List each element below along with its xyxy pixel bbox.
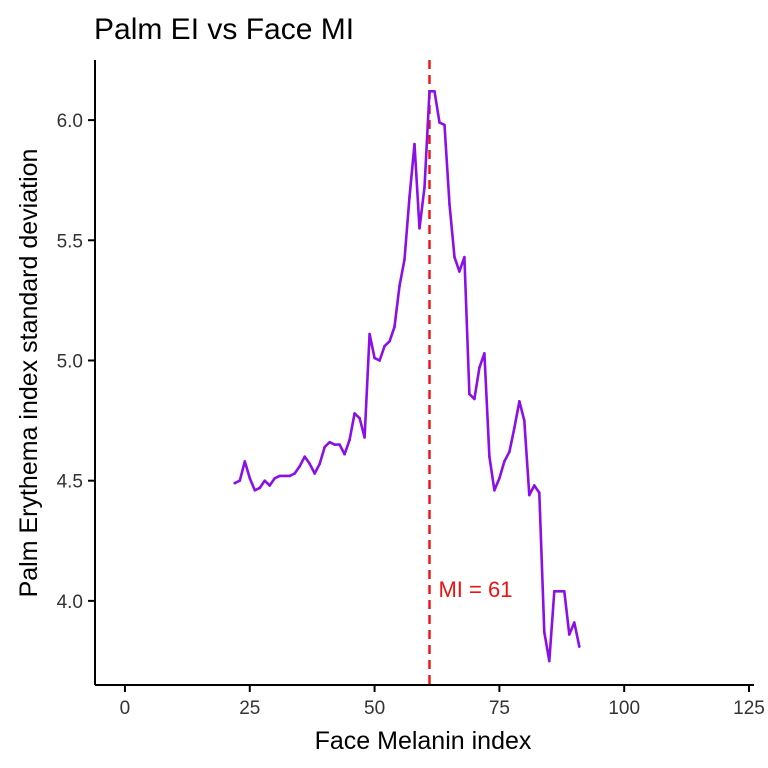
- data-point: [253, 488, 257, 492]
- data-point: [523, 419, 526, 422]
- data-point: [373, 356, 376, 360]
- data-point: [328, 440, 331, 444]
- series-group: [233, 89, 581, 663]
- data-point: [308, 462, 311, 466]
- data-point: [333, 443, 336, 446]
- y-tick-label: 6.0: [57, 111, 83, 132]
- data-point: [408, 195, 411, 199]
- data-point: [338, 443, 341, 446]
- data-point: [543, 630, 546, 634]
- data-point: [503, 460, 506, 463]
- data-point: [353, 412, 356, 415]
- x-tick-label: 125: [733, 698, 765, 719]
- data-point: [388, 339, 391, 343]
- data-point: [418, 226, 421, 230]
- data-point: [393, 325, 396, 329]
- data-point: [463, 255, 466, 259]
- data-point: [518, 400, 521, 403]
- data-point: [423, 186, 426, 189]
- data-point: [403, 258, 406, 261]
- data-point: [378, 359, 381, 362]
- data-point: [577, 645, 581, 648]
- chart-title: Palm EI vs Face MI: [94, 13, 354, 46]
- data-point: [458, 270, 461, 273]
- data-point: [293, 472, 296, 475]
- x-tick-label: 75: [489, 698, 510, 719]
- data-point: [443, 123, 446, 127]
- series-line: [233, 90, 581, 663]
- data-point: [238, 479, 242, 482]
- x-tick-label: 25: [239, 698, 260, 719]
- data-point: [288, 474, 292, 478]
- data-point: [273, 476, 277, 480]
- data-point: [493, 488, 496, 492]
- data-point: [248, 476, 252, 480]
- data-point: [528, 493, 531, 497]
- data-point: [263, 479, 267, 482]
- data-point: [298, 464, 301, 468]
- data-point: [413, 142, 416, 146]
- data-point: [572, 621, 576, 624]
- reference-line-label: MI = 61: [438, 577, 512, 602]
- data-point: [368, 332, 371, 336]
- data-point: [478, 366, 481, 369]
- data-point: [553, 589, 556, 593]
- y-axis: 4.0 4.5 5.0 5.5 6.0: [57, 60, 96, 685]
- x-axis: 0 25 50 75 100 125: [95, 684, 765, 719]
- data-point: [557, 589, 561, 593]
- data-point: [348, 438, 351, 442]
- data-point: [468, 392, 471, 396]
- data-point: [383, 344, 386, 348]
- data-point: [318, 462, 321, 466]
- data-point: [433, 89, 436, 93]
- data-point: [363, 436, 366, 439]
- data-point: [508, 450, 511, 454]
- data-point: [473, 397, 476, 401]
- data-point: [313, 472, 316, 475]
- data-point: [243, 460, 247, 463]
- data-point: [268, 484, 272, 487]
- y-tick-label: 4.5: [57, 472, 83, 493]
- data-point: [538, 491, 541, 494]
- data-point: [303, 455, 306, 458]
- x-axis-title: Face Melanin index: [315, 727, 532, 755]
- y-tick-label: 5.0: [57, 351, 83, 372]
- data-point: [498, 476, 501, 480]
- data-point: [567, 633, 571, 636]
- data-point: [398, 284, 401, 288]
- data-point: [513, 426, 516, 430]
- data-point: [448, 202, 451, 206]
- y-tick-label: 4.0: [57, 592, 83, 613]
- data-point: [533, 484, 536, 487]
- data-point: [453, 255, 456, 259]
- y-axis-title: Palm Erythema index standard deviation: [15, 149, 43, 598]
- reference-line-group: MI = 61: [428, 60, 512, 685]
- data-point: [562, 589, 566, 593]
- data-point: [233, 481, 237, 485]
- data-point: [343, 452, 346, 456]
- x-tick-label: 100: [608, 698, 640, 719]
- x-tick-label: 50: [364, 698, 385, 719]
- x-tick-label: 0: [120, 698, 131, 719]
- data-point: [548, 659, 551, 663]
- data-point: [488, 455, 491, 458]
- data-point: [283, 474, 287, 478]
- data-point: [483, 351, 486, 355]
- data-point: [358, 416, 361, 420]
- data-point: [438, 121, 441, 124]
- data-point: [428, 89, 431, 93]
- data-point: [323, 445, 326, 449]
- data-point: [258, 486, 262, 490]
- data-point: [278, 474, 282, 478]
- y-tick-label: 5.5: [57, 231, 83, 252]
